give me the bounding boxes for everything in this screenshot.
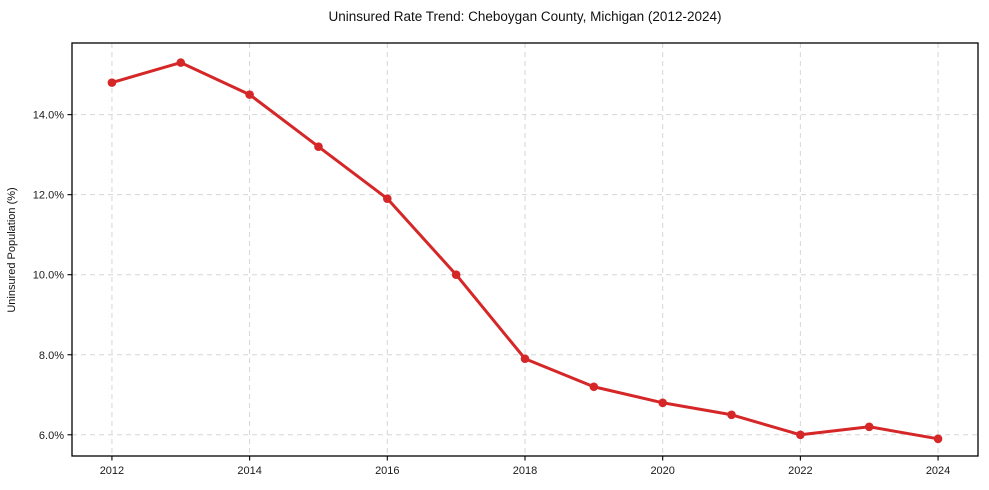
x-tick-label: 2022 — [788, 465, 812, 477]
y-tick-label: 12.0% — [33, 190, 64, 202]
x-tick-label: 2012 — [100, 465, 124, 477]
series-layer — [107, 58, 943, 444]
x-tick-label: 2020 — [650, 465, 674, 477]
x-tick-label: 2024 — [926, 465, 950, 477]
y-tick-label: 14.0% — [33, 110, 64, 122]
y-tick-label: 10.0% — [33, 270, 64, 282]
data-point-2017 — [451, 270, 461, 280]
y-tick-label: 8.0% — [39, 350, 64, 362]
y-axis-label: Uninsured Population (%) — [6, 187, 18, 312]
data-point-2016 — [383, 194, 392, 203]
tick-label-layer: 2012 2014 2016 2018 2020 2022 2024 6.0% 8.0% 10.0… — [33, 110, 951, 477]
grid-layer — [72, 43, 978, 456]
data-point-2014 — [245, 90, 254, 99]
x-tick-label: 2016 — [375, 465, 399, 477]
data-point-2024 — [933, 434, 943, 444]
data-point-2018 — [520, 354, 530, 364]
x-tick-label: 2018 — [513, 465, 537, 477]
data-point-2022 — [796, 430, 805, 440]
y-tick-label: 6.0% — [39, 430, 64, 442]
data-point-2019 — [589, 382, 599, 392]
data-point-2015 — [314, 142, 323, 151]
tick-layer — [67, 114, 939, 461]
data-point-2012 — [107, 78, 117, 87]
chart-title: Uninsured Rate Trend: Cheboygan County, … — [329, 9, 722, 24]
data-point-2023 — [864, 422, 874, 432]
x-tick-label: 2014 — [237, 465, 261, 477]
data-point-2021 — [727, 410, 736, 420]
data-point-2020 — [658, 398, 667, 408]
data-point-2013 — [176, 58, 186, 67]
